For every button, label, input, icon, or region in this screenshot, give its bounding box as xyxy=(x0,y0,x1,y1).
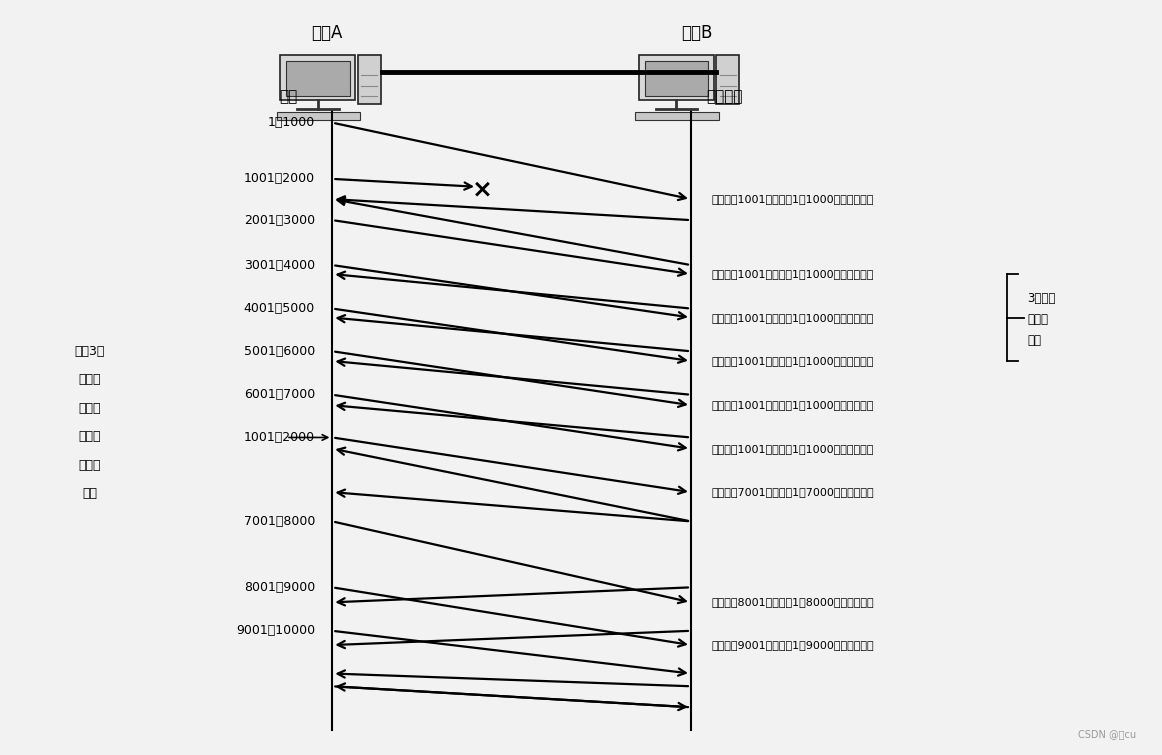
Polygon shape xyxy=(716,55,739,104)
Text: 主机A: 主机A xyxy=(311,23,343,42)
Text: 3次重复: 3次重复 xyxy=(1027,292,1056,305)
Text: 1～1000: 1～1000 xyxy=(267,116,315,129)
Text: 下一个是1001（已接收1～1000字节的数据）: 下一个是1001（已接收1～1000字节的数据） xyxy=(711,194,874,204)
Text: 下一个是1001（已接收1～1000字节的数据）: 下一个是1001（已接收1～1000字节的数据） xyxy=(711,444,874,454)
Text: 8001～9000: 8001～9000 xyxy=(244,581,315,594)
Text: 的确认: 的确认 xyxy=(1027,313,1048,326)
Text: 下一个是1001（已接收1～1000字节的数据）: 下一个是1001（已接收1～1000字节的数据） xyxy=(711,269,874,279)
Text: 5001～6000: 5001～6000 xyxy=(244,345,315,358)
Text: 发。: 发。 xyxy=(83,487,96,500)
Text: CSDN @老cu: CSDN @老cu xyxy=(1078,729,1136,738)
Polygon shape xyxy=(358,55,381,104)
Text: 应答: 应答 xyxy=(1027,334,1041,347)
Text: 答时则: 答时则 xyxy=(78,430,101,443)
Polygon shape xyxy=(645,61,708,97)
Text: 下一个是7001（已接收1～7000字节的数据）: 下一个是7001（已接收1～7000字节的数据） xyxy=(711,487,874,497)
Polygon shape xyxy=(636,112,718,120)
Polygon shape xyxy=(639,55,713,100)
Polygon shape xyxy=(286,61,350,97)
Text: 下一个是1001（已接收1～1000字节的数据）: 下一个是1001（已接收1～1000字节的数据） xyxy=(711,400,874,410)
Text: 3001～4000: 3001～4000 xyxy=(244,258,315,272)
Text: 下一个是9001（已接收1～9000字节的数据）: 下一个是9001（已接收1～9000字节的数据） xyxy=(711,640,874,650)
Text: 确认应: 确认应 xyxy=(78,402,101,414)
Text: 进行重: 进行重 xyxy=(78,459,101,472)
Text: 下一个是1001（已接收1～1000字节的数据）: 下一个是1001（已接收1～1000字节的数据） xyxy=(711,356,874,366)
Text: 1001～2000: 1001～2000 xyxy=(244,431,315,444)
Text: ×: × xyxy=(472,177,493,201)
Text: 下一个是8001（已接收1～8000字节的数据）: 下一个是8001（已接收1～8000字节的数据） xyxy=(711,597,874,607)
Text: 主机B: 主机B xyxy=(681,23,712,42)
Text: 9001～10000: 9001～10000 xyxy=(236,624,315,637)
Polygon shape xyxy=(277,112,360,120)
Text: 确认应答: 确认应答 xyxy=(705,89,743,104)
Polygon shape xyxy=(280,55,356,100)
Text: 数据: 数据 xyxy=(279,89,297,104)
Text: 1001～2000: 1001～2000 xyxy=(244,172,315,186)
Text: 4001～5000: 4001～5000 xyxy=(244,302,315,315)
Text: 2001～3000: 2001～3000 xyxy=(244,214,315,226)
Text: 下一个是1001（已接收1～1000字节的数据）: 下一个是1001（已接收1～1000字节的数据） xyxy=(711,313,874,322)
Text: 收到3个: 收到3个 xyxy=(74,345,105,358)
Text: 同样的: 同样的 xyxy=(78,373,101,387)
Text: 7001～8000: 7001～8000 xyxy=(244,515,315,528)
Text: 6001～7000: 6001～7000 xyxy=(244,388,315,401)
